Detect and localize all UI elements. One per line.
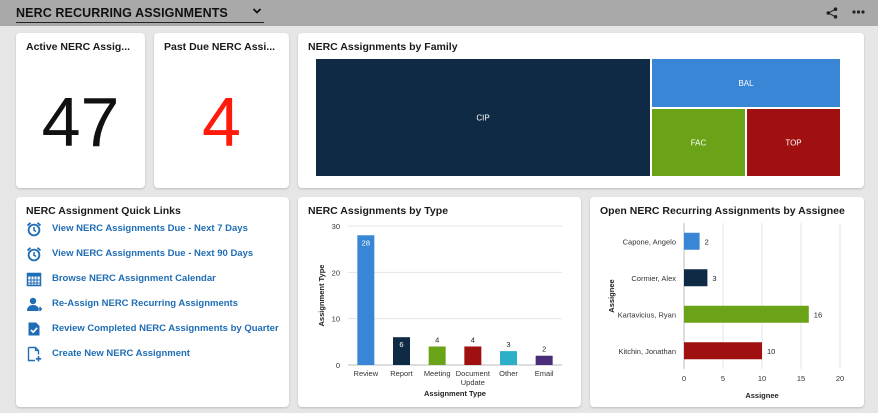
by-type-title: NERC Assignments by Type bbox=[308, 205, 449, 217]
kpi-active-value: 47 bbox=[41, 83, 120, 161]
y-tick-label: 30 bbox=[332, 222, 340, 231]
y-tick-label: Kitchin, Jonathan bbox=[618, 347, 676, 356]
alarm-clock-icon bbox=[26, 222, 42, 237]
more-icon[interactable] bbox=[852, 10, 865, 14]
treemap-label-cip: CIP bbox=[476, 114, 489, 123]
family-treemap: CIP BAL FAC TOP bbox=[316, 59, 840, 176]
x-tick-label: 10 bbox=[758, 374, 766, 383]
bar-kitchin-jonathan bbox=[684, 342, 762, 360]
chevron-down-icon bbox=[252, 8, 262, 14]
bar-value-label: 16 bbox=[814, 310, 822, 319]
kpi-pastdue-card[interactable]: Past Due NERC Assi... 4 bbox=[154, 33, 289, 188]
x-tick-label: 0 bbox=[682, 374, 686, 383]
y-tick-label: 20 bbox=[332, 268, 340, 277]
x-tick-label: 5 bbox=[721, 374, 725, 383]
treemap-label-fac: FAC bbox=[691, 139, 707, 148]
family-title: NERC Assignments by Family bbox=[308, 41, 458, 53]
treemap-cell-cip bbox=[316, 59, 650, 176]
quick-links-card: NERC Assignment Quick Links View NERC As… bbox=[16, 197, 289, 407]
by-type-chart: 0 10 20 30 28 Review 6 Report 4 Meeting 4 Document U… bbox=[317, 222, 562, 398]
bar-document-update bbox=[464, 346, 482, 365]
y-axis-title: Assignee bbox=[607, 279, 616, 312]
bar-value-label: 2 bbox=[542, 345, 546, 354]
dashboard-title: NERC RECURRING ASSIGNMENTS bbox=[16, 6, 228, 20]
kpi-pastdue-value: 4 bbox=[202, 83, 241, 161]
quick-link-calendar[interactable]: Browse NERC Assignment Calendar bbox=[26, 271, 286, 291]
family-card: NERC Assignments by Family CIP BAL FAC TOP bbox=[298, 33, 864, 188]
quick-link-label: View NERC Assignments Due - Next 7 Days bbox=[52, 223, 248, 234]
by-type-card: NERC Assignments by Type 0 10 20 30 28 Review… bbox=[298, 197, 581, 407]
y-tick-label: 10 bbox=[332, 315, 340, 324]
treemap-label-bal: BAL bbox=[738, 79, 754, 88]
bar-value-label: 2 bbox=[705, 237, 709, 246]
kpi-active-card[interactable]: Active NERC Assig... 47 bbox=[16, 33, 145, 188]
quick-link-label: Review Completed NERC Assignments by Qua… bbox=[52, 323, 279, 334]
quick-links-title: NERC Assignment Quick Links bbox=[26, 205, 181, 217]
bar-other bbox=[500, 351, 517, 365]
y-axis-title: Assignment Type bbox=[317, 265, 326, 327]
x-tick-label: Report bbox=[390, 369, 413, 378]
dashboard-selector[interactable]: NERC RECURRING ASSIGNMENTS bbox=[16, 5, 264, 23]
x-tick-label: Other bbox=[499, 369, 518, 378]
calendar-icon bbox=[26, 272, 42, 287]
x-tick-label: Meeting bbox=[424, 369, 451, 378]
bar-value-label: 4 bbox=[435, 335, 439, 344]
bar-meeting bbox=[428, 346, 446, 365]
new-document-icon bbox=[27, 346, 42, 362]
quick-link-reassign[interactable]: Re-Assign NERC Recurring Assignments bbox=[26, 296, 286, 316]
checked-document-icon bbox=[28, 322, 40, 336]
quick-link-label: Browse NERC Assignment Calendar bbox=[52, 273, 216, 284]
dashboard-header: NERC RECURRING ASSIGNMENTS bbox=[0, 0, 878, 26]
bar-value-label: 10 bbox=[767, 347, 775, 356]
x-axis-title: Assignee bbox=[745, 391, 778, 400]
x-tick-label: 20 bbox=[836, 374, 844, 383]
share-icon[interactable] bbox=[826, 7, 838, 19]
y-tick-label: Kartavicius, Ryan bbox=[618, 310, 676, 319]
reassign-user-icon bbox=[27, 297, 42, 312]
bar-value-label: 6 bbox=[399, 340, 403, 349]
quick-link-label: View NERC Assignments Due - Next 90 Days bbox=[52, 248, 254, 259]
kpi-active-title: Active NERC Assig... bbox=[26, 41, 131, 53]
kpi-pastdue-title: Past Due NERC Assi... bbox=[164, 41, 276, 53]
y-tick-label: Capone, Angelo bbox=[623, 237, 676, 246]
quick-link-create-new[interactable]: Create New NERC Assignment bbox=[26, 346, 286, 366]
y-tick-label: 0 bbox=[336, 361, 340, 370]
x-tick-label: Review bbox=[354, 369, 379, 378]
quick-link-due-7-days[interactable]: View NERC Assignments Due - Next 7 Days bbox=[26, 221, 286, 241]
bar-value-label: 3 bbox=[712, 274, 716, 283]
y-tick-label: Cormier, Alex bbox=[631, 274, 676, 283]
quick-link-due-90-days[interactable]: View NERC Assignments Due - Next 90 Days bbox=[26, 246, 286, 266]
by-assignee-card: Open NERC Recurring Assignments by Assig… bbox=[590, 197, 864, 407]
quick-link-review-completed[interactable]: Review Completed NERC Assignments by Qua… bbox=[26, 321, 286, 341]
quick-link-label: Re-Assign NERC Recurring Assignments bbox=[52, 298, 238, 309]
x-axis-title: Assignment Type bbox=[424, 389, 486, 398]
alarm-clock-icon bbox=[26, 247, 42, 262]
by-assignee-chart: 0 5 10 15 20 2 Capone, Angelo 3 Cormier, Alex 16 K… bbox=[607, 223, 844, 400]
bar-email bbox=[535, 355, 553, 365]
bar-value-label: 28 bbox=[362, 238, 370, 247]
bar-cormier-alex bbox=[684, 269, 708, 287]
bar-report bbox=[393, 337, 410, 365]
treemap-cell-fac bbox=[652, 109, 745, 176]
bar-value-label: 4 bbox=[471, 335, 475, 344]
bar-capone-angelo bbox=[684, 232, 700, 250]
quick-link-label: Create New NERC Assignment bbox=[52, 348, 190, 359]
treemap-cell-bal bbox=[652, 59, 840, 107]
x-tick-label: 15 bbox=[797, 374, 805, 383]
treemap-label-top: TOP bbox=[785, 139, 801, 148]
by-assignee-title: Open NERC Recurring Assignments by Assig… bbox=[600, 205, 845, 217]
bar-kartavicius-ryan bbox=[684, 305, 809, 323]
x-tick-label: Email bbox=[535, 369, 554, 378]
bar-review bbox=[357, 235, 375, 365]
bar-value-label: 3 bbox=[506, 340, 510, 349]
treemap-cell-top bbox=[747, 109, 840, 176]
x-tick-label: Document Update bbox=[456, 369, 491, 387]
